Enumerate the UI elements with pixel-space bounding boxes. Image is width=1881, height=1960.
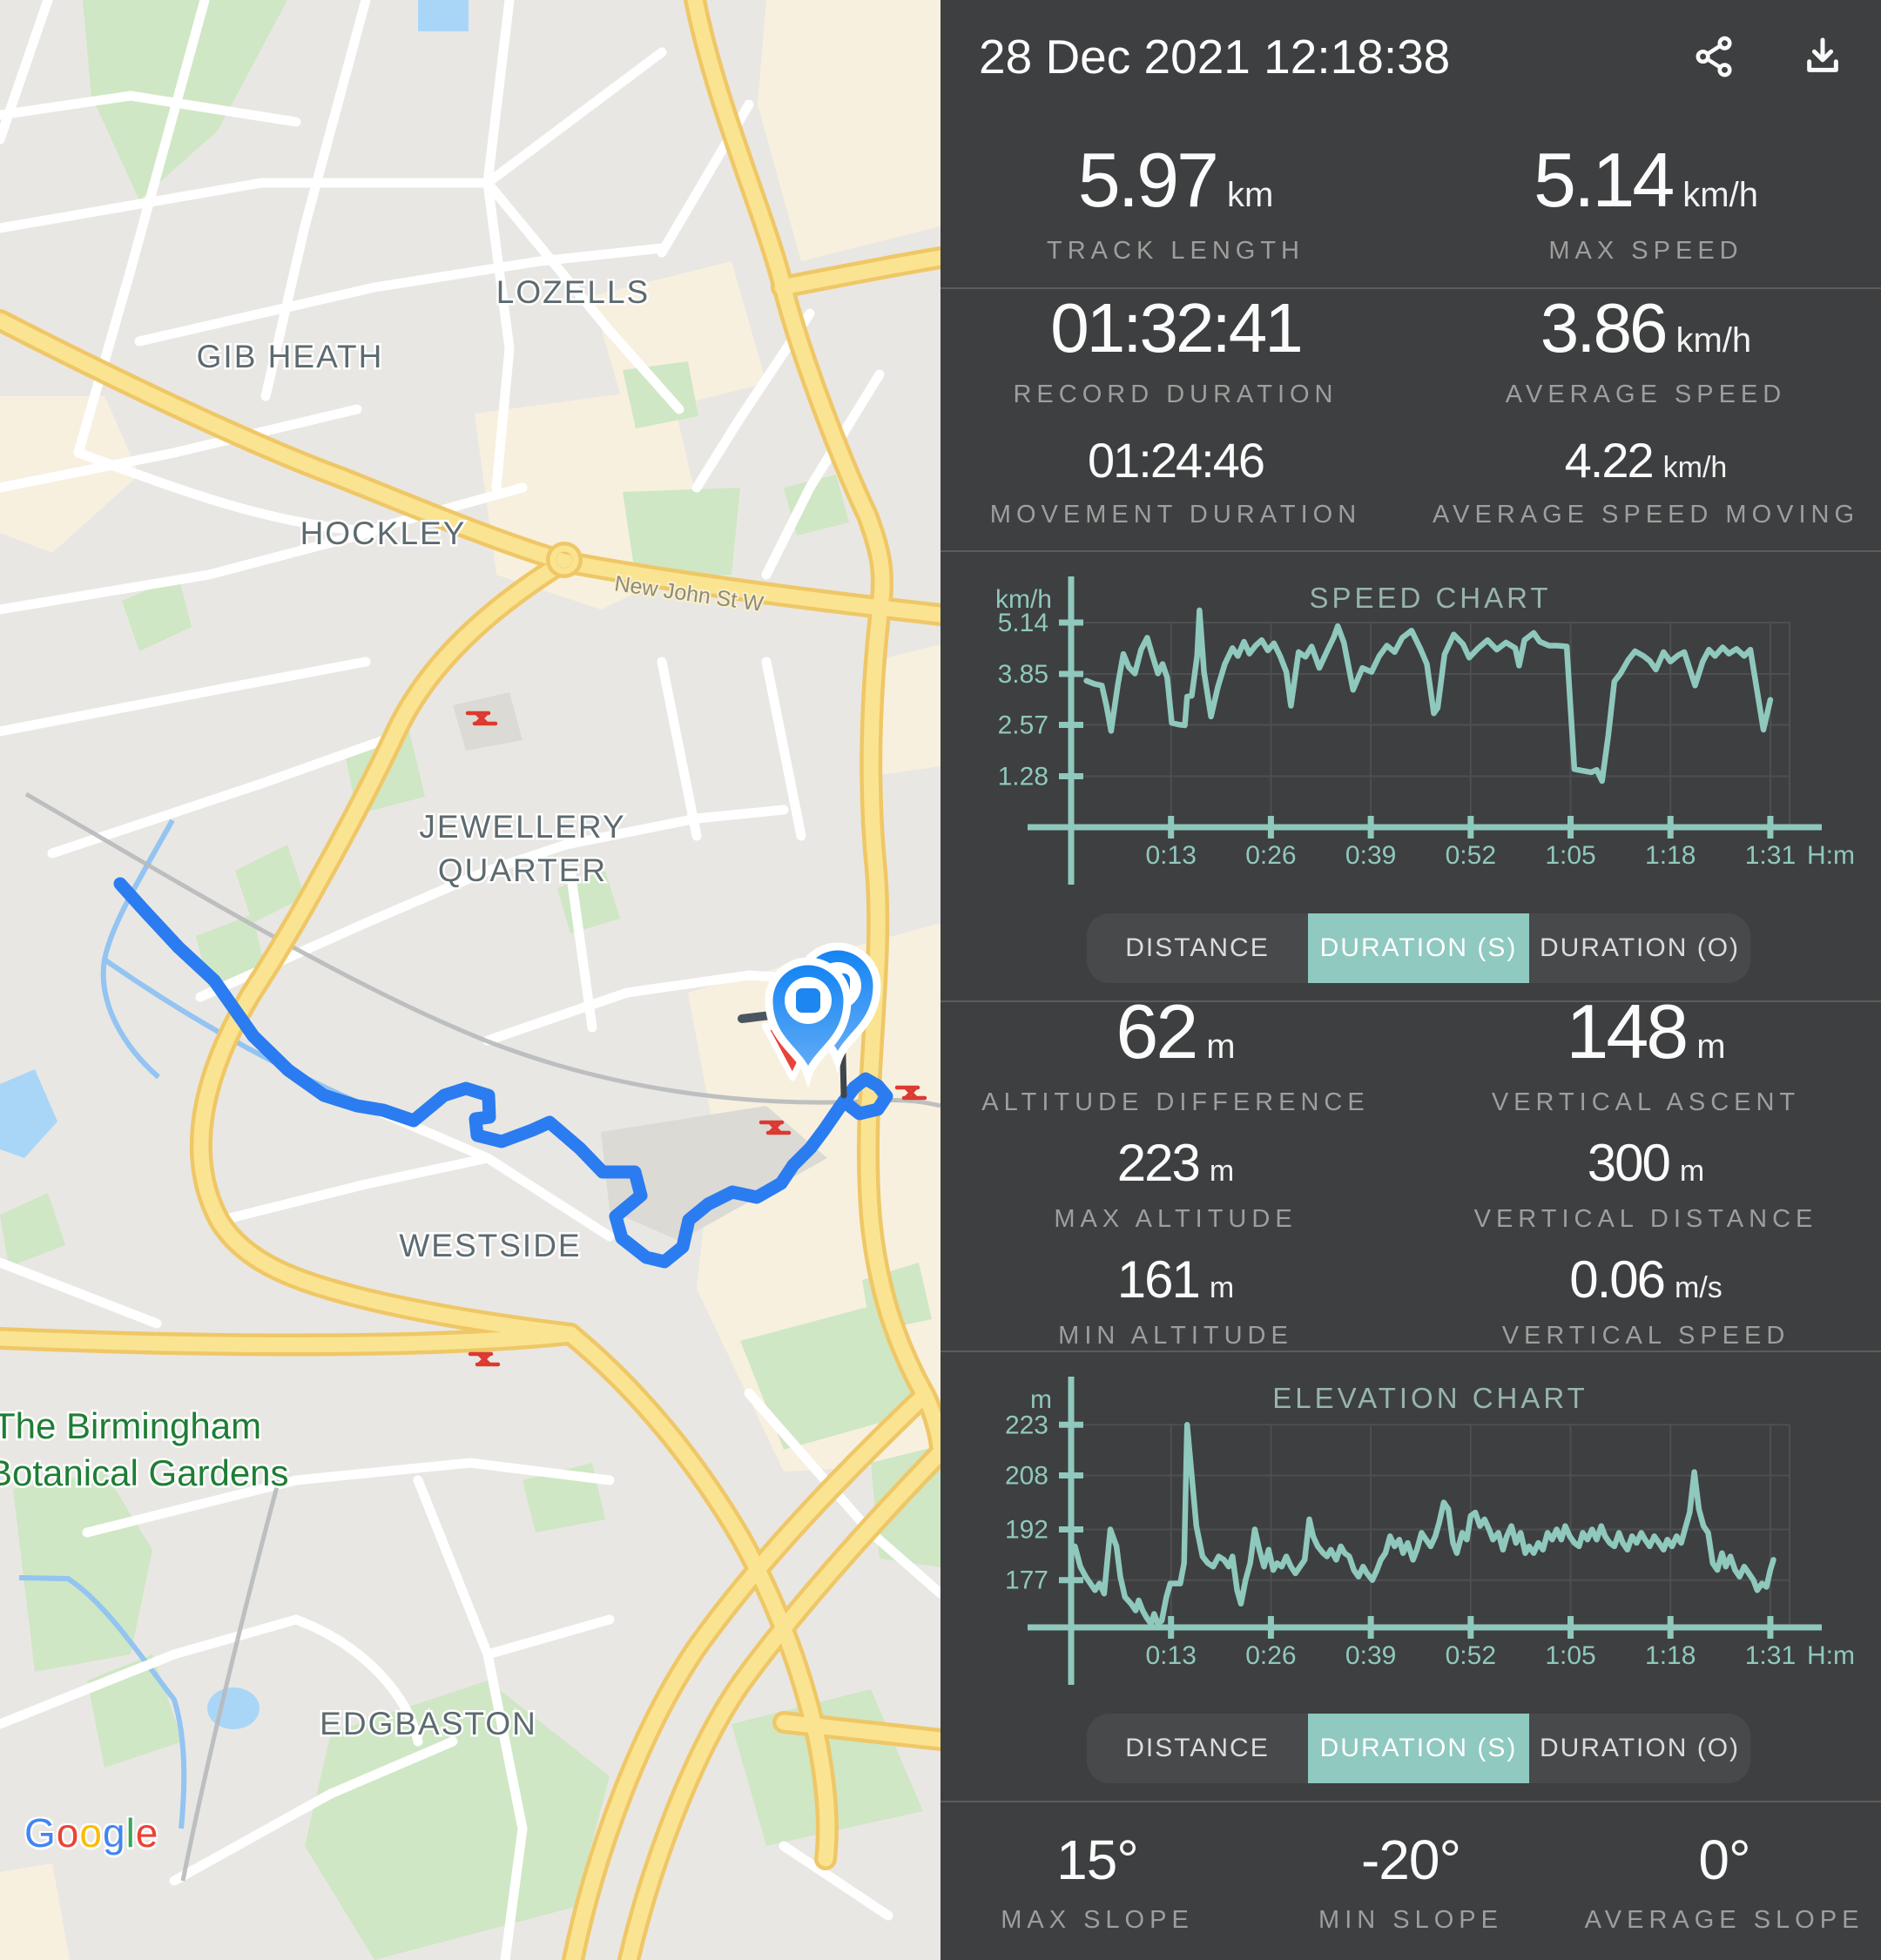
header-bar: 28 Dec 2021 12:18:38	[940, 0, 1881, 113]
svg-text:0:13: 0:13	[1146, 1641, 1197, 1670]
svg-text:223: 223	[1005, 1411, 1048, 1439]
divider	[940, 1801, 1881, 1802]
svg-text:1:18: 1:18	[1645, 1641, 1696, 1670]
svg-text:0:39: 0:39	[1345, 841, 1396, 870]
svg-text:m: m	[1030, 1385, 1052, 1414]
min-slope-stat: -20° MIN SLOPE	[1318, 1829, 1503, 1934]
toggle-duration-s[interactable]: DURATION (S)	[1308, 1714, 1529, 1783]
toggle-duration-o[interactable]: DURATION (O)	[1529, 1714, 1750, 1783]
max-speed-value: 5.14	[1534, 136, 1675, 223]
svg-text:1.28: 1.28	[998, 762, 1048, 791]
record-duration-stat: 01:32:41 RECORD DURATION	[1013, 288, 1338, 408]
max-slope-stat: 15° MAX SLOPE	[1001, 1829, 1194, 1934]
divider	[940, 1350, 1881, 1352]
finish-marker-group[interactable]	[738, 946, 877, 1099]
toggle-distance[interactable]: DISTANCE	[1087, 1714, 1308, 1783]
svg-text:0:26: 0:26	[1245, 1641, 1296, 1670]
download-icon	[1807, 37, 1838, 72]
divider	[940, 1000, 1881, 1002]
svg-text:H:m: H:m	[1807, 1641, 1855, 1670]
label-lozells: LOZELLS	[496, 274, 650, 310]
divider	[940, 550, 1881, 552]
svg-text:km/h: km/h	[995, 585, 1052, 614]
average-slope-stat: 0° AVERAGE SLOPE	[1584, 1829, 1864, 1934]
map-station-areas	[453, 692, 827, 1241]
gps-route-path	[113, 877, 893, 1269]
stats-panel: 28 Dec 2021 12:18:38	[940, 0, 1881, 1960]
speed-chart-mode-row: DISTANCE DURATION (S) DURATION (O)	[940, 905, 1881, 1000]
altitude-difference-stat: 62 m ALTITUDE DIFFERENCE	[981, 987, 1370, 1116]
svg-text:H:m: H:m	[1807, 841, 1855, 870]
svg-text:0:52: 0:52	[1446, 841, 1496, 870]
duration-section: 01:32:41 RECORD DURATION 01:24:46 MOVEME…	[940, 289, 1881, 550]
track-summary-section: 5.97 km TRACK LENGTH 5.14 km/h MAX SPEED	[940, 113, 1881, 287]
svg-text:0:26: 0:26	[1245, 841, 1296, 870]
share-button[interactable]	[1695, 35, 1735, 78]
svg-text:0:52: 0:52	[1446, 1641, 1496, 1670]
vertical-distance-stat: 300 m VERTICAL DISTANCE	[1473, 1133, 1818, 1233]
average-speed-moving-stat: 4.22 km/h AVERAGE SPEED MOVING	[1432, 432, 1860, 529]
average-speed-stat: 3.86 km/h AVERAGE SPEED	[1505, 288, 1787, 408]
svg-text:2.57: 2.57	[998, 711, 1048, 740]
elevation-chart-mode-row: DISTANCE DURATION (S) DURATION (O)	[940, 1705, 1881, 1801]
svg-text:SPEED CHART: SPEED CHART	[1309, 582, 1551, 614]
max-speed-stat: 5.14 km/h MAX SPEED	[1534, 136, 1758, 265]
svg-text:1:05: 1:05	[1545, 1641, 1595, 1670]
svg-text:208: 208	[1005, 1461, 1048, 1490]
toggle-duration-o[interactable]: DURATION (O)	[1529, 913, 1750, 983]
map-panel[interactable]: LOZELLS GIB HEATH HOCKLEY JEWELLERY QUAR…	[0, 0, 940, 1960]
map-main-roads	[0, 0, 940, 1960]
svg-text:0:39: 0:39	[1345, 1641, 1396, 1670]
svg-text:177: 177	[1005, 1566, 1048, 1595]
label-gib-heath: GIB HEATH	[197, 339, 384, 374]
track-length-stat: 5.97 km TRACK LENGTH	[1047, 136, 1305, 265]
svg-text:0:13: 0:13	[1146, 841, 1197, 870]
download-button[interactable]	[1803, 35, 1843, 78]
label-botanical-gardens: The Birmingham	[0, 1405, 261, 1446]
google-logo: Google	[24, 1810, 159, 1856]
toggle-distance[interactable]: DISTANCE	[1087, 913, 1308, 983]
altitude-section: 62 m ALTITUDE DIFFERENCE 223 m MAX ALTITUD…	[940, 988, 1881, 1350]
speed-chart-mode-toggle: DISTANCE DURATION (S) DURATION (O)	[1087, 913, 1750, 983]
divider	[940, 287, 1881, 289]
svg-text:5.14: 5.14	[998, 609, 1048, 637]
label-edgbaston: EDGBASTON	[320, 1706, 537, 1741]
svg-text:3.85: 3.85	[998, 660, 1048, 689]
share-icon	[1696, 36, 1732, 77]
svg-text:ELEVATION CHART: ELEVATION CHART	[1272, 1382, 1588, 1414]
track-datetime-title: 28 Dec 2021 12:18:38	[979, 30, 1451, 84]
svg-text:Botanical Gardens: Botanical Gardens	[0, 1452, 289, 1493]
svg-text:1:05: 1:05	[1545, 841, 1595, 870]
movement-duration-stat: 01:24:46 MOVEMENT DURATION	[989, 432, 1362, 529]
elevation-chart: 223 208 192 177 0:13 0:26 0:39 0:52 1:05 1:18 1:31…	[1005, 1377, 1855, 1685]
slope-section: 15° MAX SLOPE -20° MIN SLOPE 0° AVERAGE …	[940, 1802, 1881, 1960]
svg-text:1:18: 1:18	[1645, 841, 1696, 870]
svg-text:1:31: 1:31	[1745, 1641, 1796, 1670]
speed-chart: 5.14 3.85 2.57 1.28 0:13 0:26 0:39 0:52 1:05 1:18…	[995, 576, 1855, 885]
map[interactable]: LOZELLS GIB HEATH HOCKLEY JEWELLERY QUAR…	[0, 0, 940, 1960]
vertical-ascent-stat: 148 m VERTICAL ASCENT	[1491, 987, 1801, 1116]
label-jewellery-quarter: JEWELLERY	[419, 809, 625, 845]
label-westside: WESTSIDE	[399, 1228, 581, 1263]
svg-text:192: 192	[1005, 1516, 1048, 1545]
track-length-value: 5.97	[1077, 136, 1219, 223]
map-place-labels: LOZELLS GIB HEATH HOCKLEY JEWELLERY QUAR…	[0, 273, 767, 1744]
min-altitude-stat: 161 m MIN ALTITUDE	[1058, 1249, 1293, 1350]
label-hockley: HOCKLEY	[300, 515, 467, 551]
map-water	[0, 0, 469, 1829]
vertical-speed-stat: 0.06 m/s VERTICAL SPEED	[1501, 1249, 1790, 1350]
svg-text:QUARTER: QUARTER	[438, 852, 607, 888]
elevation-chart-mode-toggle: DISTANCE DURATION (S) DURATION (O)	[1087, 1714, 1750, 1783]
toggle-duration-s[interactable]: DURATION (S)	[1308, 913, 1529, 983]
svg-text:1:31: 1:31	[1745, 841, 1796, 870]
max-altitude-stat: 223 m MAX ALTITUDE	[1054, 1133, 1298, 1233]
